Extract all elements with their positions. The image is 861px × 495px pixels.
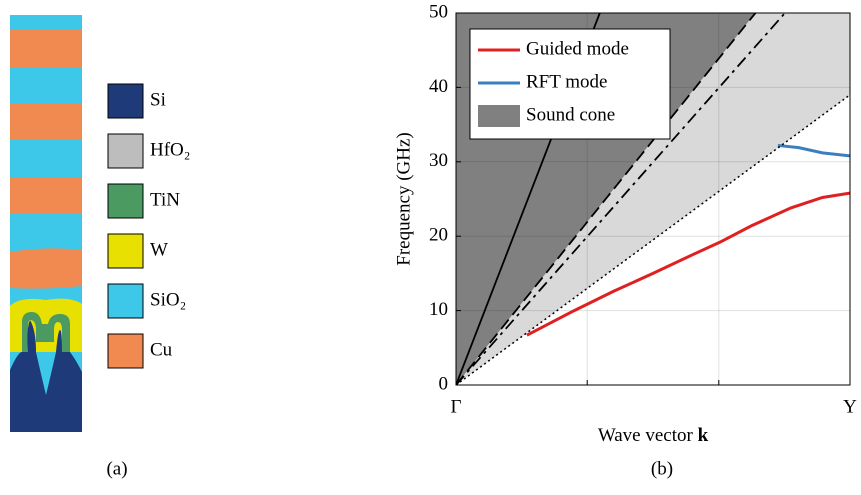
line <box>456 94 850 385</box>
line <box>456 13 757 385</box>
y-tick-label: 10 <box>429 299 448 320</box>
layer-stack <box>10 15 82 432</box>
legend-label: Cu <box>150 339 173 360</box>
x-tick-label: Y <box>843 396 857 417</box>
axes-frame <box>455 12 851 386</box>
plot: 0 10 20 30 40 50 Γ Y Guided mode RFT mode Sound co… <box>429 1 857 417</box>
legend-swatch <box>107 83 144 119</box>
material-legend: Si HfO₂ TiN W SiO₂ Cu <box>107 83 190 369</box>
line <box>456 13 786 385</box>
legend-label: SiO₂ <box>150 289 186 310</box>
legend-label: RFT mode <box>526 71 607 92</box>
y-tick-label: 50 <box>429 1 448 22</box>
y-tick-label: 0 <box>439 373 449 394</box>
y-axis-label: Frequency (GHz) <box>393 132 414 265</box>
y-tick-label: 20 <box>429 225 448 246</box>
legend-swatch <box>107 333 144 369</box>
y-tick-label: 40 <box>429 76 448 97</box>
panel-label: (a) <box>106 458 127 479</box>
x-tick-label: Γ <box>451 396 462 417</box>
x-axis-label-vector: k <box>698 425 709 446</box>
panel-label: (b) <box>651 458 673 479</box>
legend-swatch <box>107 233 144 269</box>
legend-label: Sound cone <box>526 104 615 125</box>
legend-label: Guided mode <box>526 38 629 59</box>
legend-label: Si <box>150 89 166 110</box>
x-axis-label-text: Wave vector <box>598 425 694 446</box>
legend-label: HfO₂ <box>150 139 190 160</box>
x-axis-label: Wave vector k <box>598 425 709 446</box>
line <box>777 143 850 158</box>
legend-swatch <box>107 133 144 169</box>
legend-patch <box>478 105 520 127</box>
legend-label: TiN <box>150 189 180 210</box>
y-tick-label: 30 <box>429 150 448 171</box>
legend-label: W <box>150 239 168 260</box>
line <box>526 191 850 337</box>
area <box>456 13 850 385</box>
legend-swatch <box>107 283 144 319</box>
legend-swatch <box>107 183 144 219</box>
